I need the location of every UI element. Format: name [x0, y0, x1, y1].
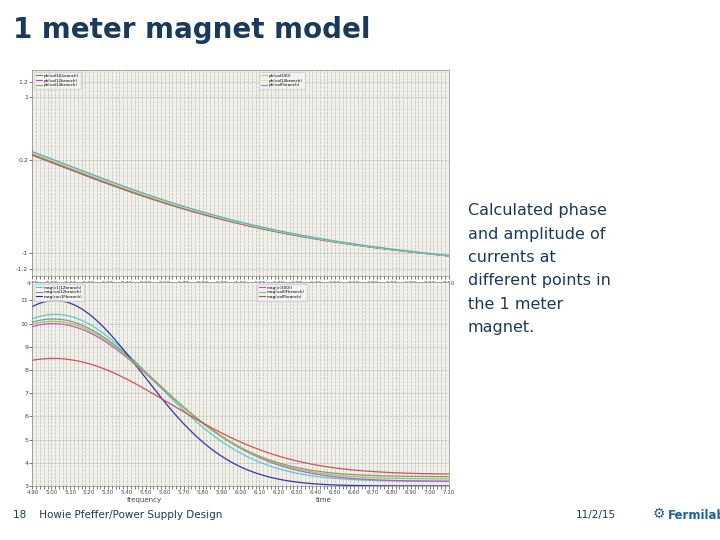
Legend: ph(val300), ph(val14branch), ph(valFbranch): ph(val300), ph(val14branch), ph(valFbran… — [259, 72, 305, 89]
Text: 1 meter magnet model: 1 meter magnet model — [13, 16, 371, 44]
Text: Fermilab: Fermilab — [668, 509, 720, 522]
Text: 18    Howie Pfeffer/Power Supply Design: 18 Howie Pfeffer/Power Supply Design — [13, 510, 222, 520]
Text: time: time — [316, 497, 332, 503]
Text: ⚙: ⚙ — [652, 507, 665, 521]
Text: 11/2/15: 11/2/15 — [576, 510, 616, 520]
Legend: mag(v(300)), mag(val0Fbranch), mag(valFbranch): mag(v(300)), mag(val0Fbranch), mag(valFb… — [258, 284, 307, 301]
Text: Calculated phase
and amplitude of
currents at
different points in
the 1 meter
ma: Calculated phase and amplitude of curren… — [468, 203, 611, 335]
Text: frequency: frequency — [127, 497, 162, 503]
